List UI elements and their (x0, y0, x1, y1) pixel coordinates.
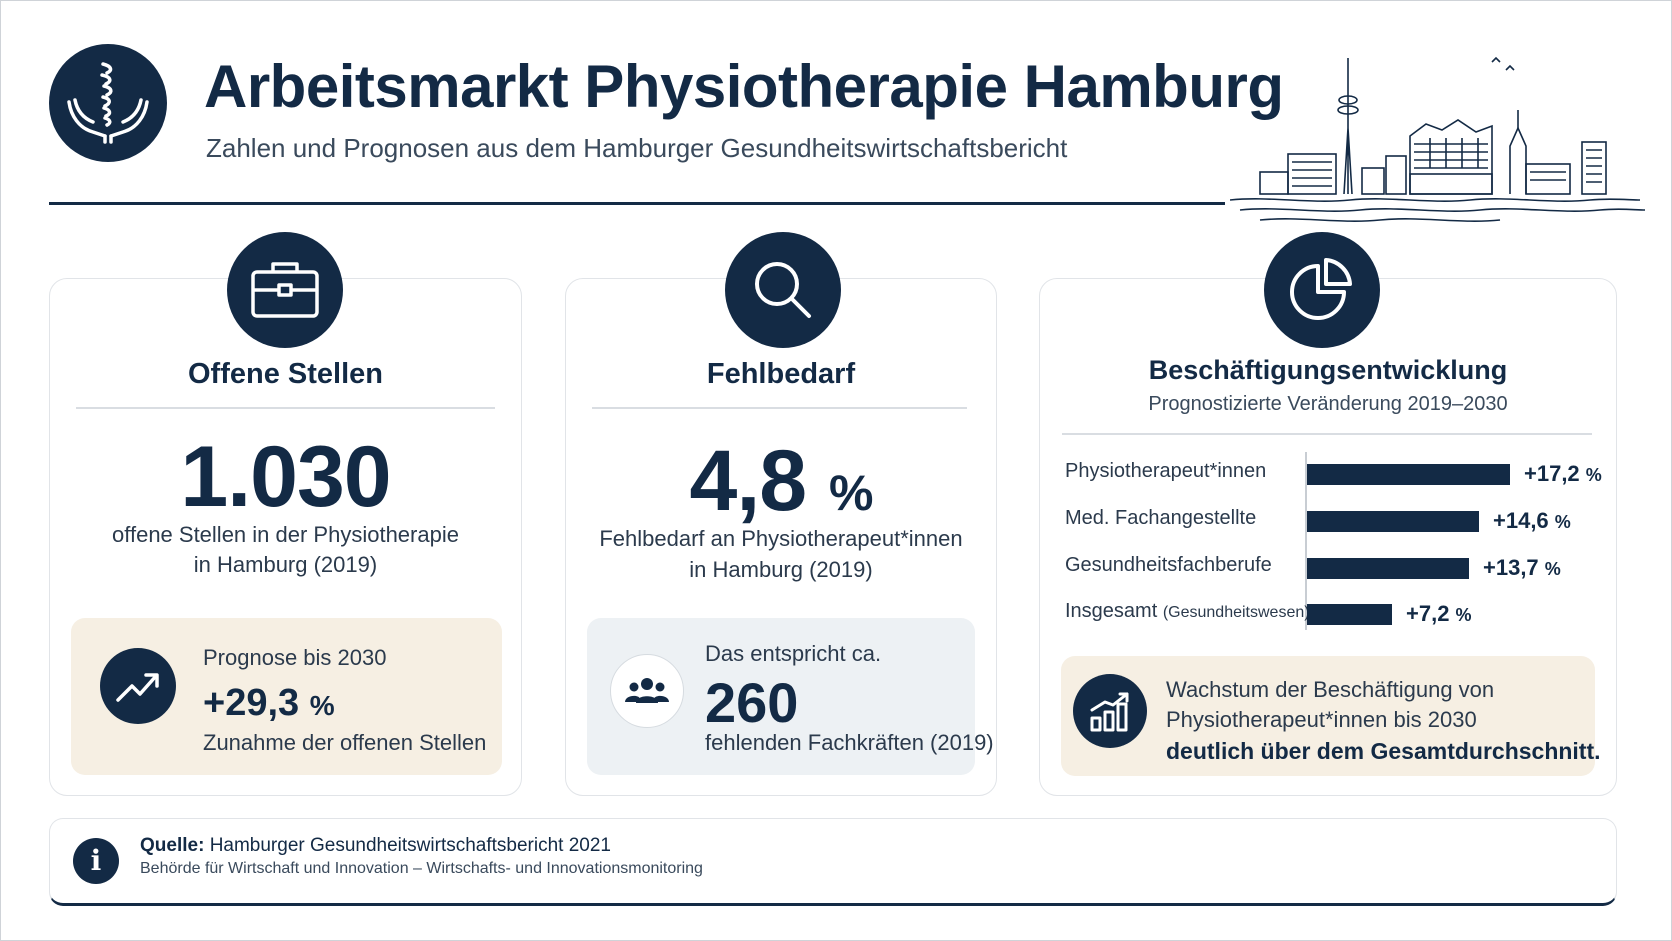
bar-value-label: +7,2 % (1406, 601, 1472, 627)
spine-hands-icon (49, 44, 167, 162)
open-positions-value: 1.030 (180, 429, 391, 525)
forecast-unit: % (309, 690, 335, 721)
bar-label: Insgesamt (Gesundheitswesen) (1065, 600, 1310, 623)
bar-value-number: +17,2 (1524, 461, 1586, 486)
forecast-value: +29,3 (203, 682, 300, 724)
bar (1307, 604, 1392, 625)
equivalent-label: Das entspricht ca. (705, 641, 882, 666)
shortage-desc-line2: in Hamburg (2019) (689, 557, 873, 582)
shortage-value: 4,8 (689, 433, 808, 529)
bar-value-number: +14,6 (1493, 508, 1555, 533)
growth-line2: Physiotherapeut*innen bis 2030 (1166, 707, 1477, 732)
shortage-unit: % (829, 465, 873, 521)
source-text: Hamburger Gesundheitswirtschaftsbericht … (209, 835, 611, 856)
hamburg-skyline-illustration (1230, 56, 1646, 222)
source-detail: Behörde für Wirtschaft und Innovation – … (140, 860, 703, 877)
equivalent-value: 260 (705, 671, 799, 734)
bar-value-label: +13,7 % (1483, 555, 1561, 581)
growth-line1: Wachstum der Beschäftigung von (1166, 677, 1495, 702)
bar-value-unit: % (1544, 559, 1561, 579)
bar-label: Med. Fachangestellte (1065, 507, 1257, 529)
chart-axis (1305, 452, 1307, 630)
card-divider (76, 407, 495, 409)
open-positions-desc-line1: offene Stellen in der Physiotherapie (112, 522, 459, 547)
shortage-desc-line1: Fehlbedarf an Physiotherapeut*innen (599, 526, 963, 551)
shortage-value-wrap: 4,8 % (565, 432, 997, 531)
bar-label: Gesundheitsfachberufe (1065, 554, 1272, 576)
page-title: Arbeitsmarkt Physiotherapie Hamburg (204, 53, 1284, 120)
open-positions-title: Offene Stellen (188, 358, 383, 390)
forecast-label: Prognose bis 2030 (203, 645, 387, 670)
page-subtitle: Zahlen und Prognosen aus dem Hamburger G… (206, 133, 1068, 163)
pie-chart-icon (1264, 232, 1380, 348)
bar-value-label: +14,6 % (1493, 508, 1571, 534)
card-divider (1062, 433, 1592, 435)
growth-line3: deutlich über dem Gesamtdurchschnitt. (1166, 738, 1601, 764)
bar-value-number: +7,2 (1406, 601, 1456, 626)
bar-label-note: (Gesundheitswesen) (1162, 604, 1310, 621)
source-line: Quelle: Hamburger Gesundheitswirtschafts… (140, 835, 611, 857)
bar (1307, 511, 1479, 532)
header-divider (49, 202, 1225, 205)
chart-subtitle: Prognostizierte Veränderung 2019–2030 (1148, 393, 1508, 415)
equivalent-caption: fehlenden Fachkräften (2019) (705, 730, 994, 755)
briefcase-icon (227, 232, 343, 348)
bar (1307, 558, 1469, 579)
bar (1307, 464, 1510, 485)
bar-value-unit: % (1554, 512, 1571, 532)
forecast-value-wrap: +29,3 % (203, 682, 335, 725)
forecast-caption: Zunahme der offenen Stellen (203, 730, 487, 755)
chart-title: Beschäftigungsentwicklung (1148, 355, 1508, 385)
bar-label-text: Insgesamt (1065, 600, 1158, 622)
info-icon: i (73, 838, 119, 884)
bar-value-unit: % (1585, 465, 1602, 485)
bar-value-label: +17,2 % (1524, 461, 1602, 487)
source-footer (49, 818, 1617, 906)
people-group-icon (610, 654, 684, 728)
shortage-title: Fehlbedarf (706, 358, 856, 390)
bar-growth-icon (1073, 674, 1147, 748)
magnifier-icon (725, 232, 841, 348)
open-positions-desc-line2: in Hamburg (2019) (193, 552, 378, 577)
card-divider (592, 407, 967, 409)
bar-label: Physiotherapeut*innen (1065, 460, 1267, 482)
bar-value-number: +13,7 (1483, 555, 1545, 580)
trend-up-icon (100, 648, 176, 724)
growth-panel (1061, 656, 1595, 776)
source-label: Quelle: (140, 835, 205, 856)
bar-value-unit: % (1455, 605, 1472, 625)
